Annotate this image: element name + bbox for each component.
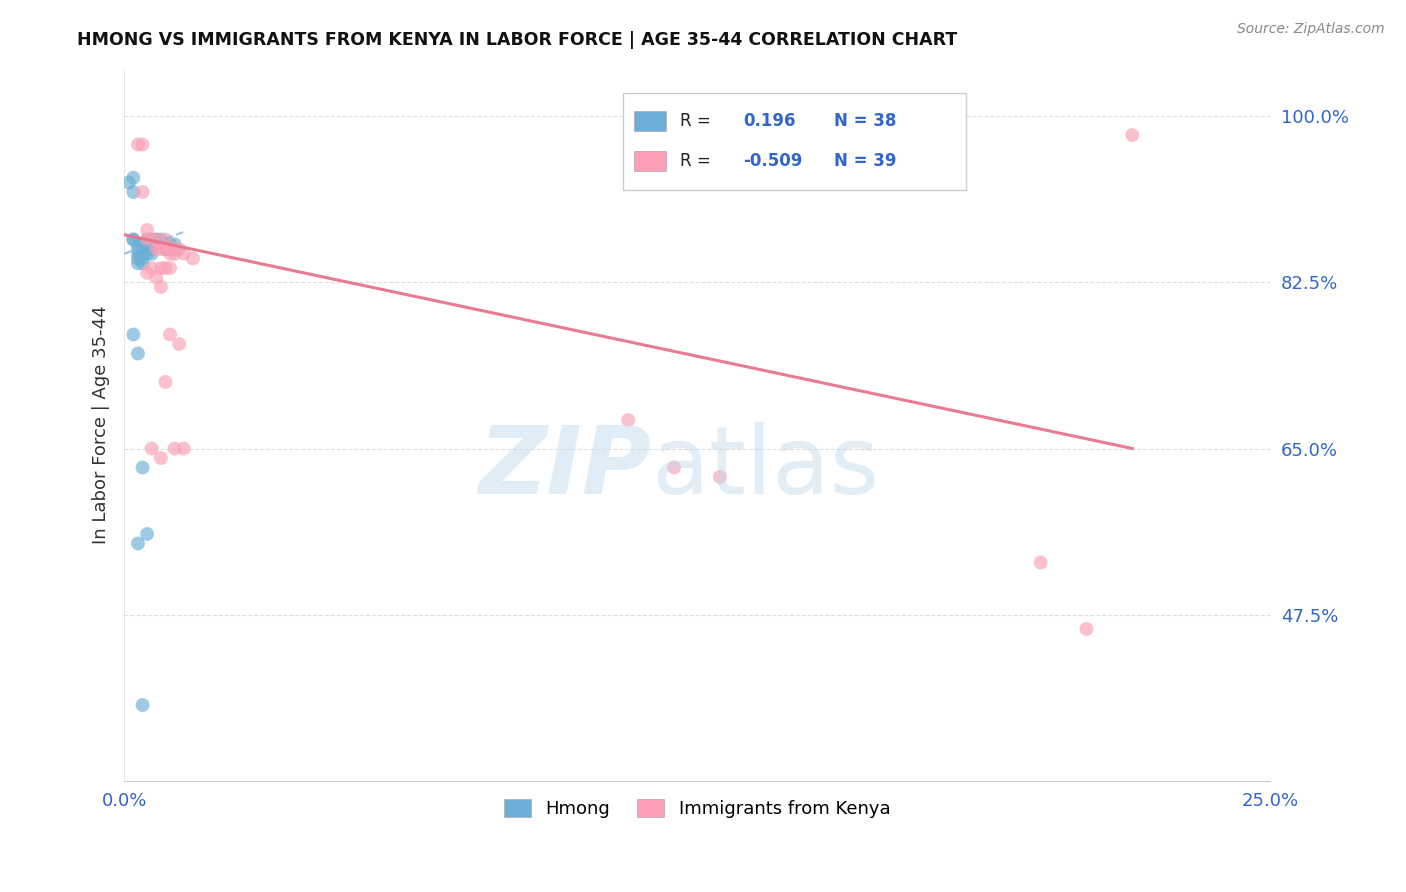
- Point: [127, 237, 149, 252]
- Point: [141, 233, 163, 247]
- Text: Source: ZipAtlas.com: Source: ZipAtlas.com: [1237, 22, 1385, 37]
- Point: [141, 233, 163, 247]
- Point: [131, 237, 153, 252]
- Point: [131, 242, 153, 256]
- Point: [149, 280, 172, 294]
- FancyBboxPatch shape: [623, 94, 966, 190]
- Point: [163, 246, 186, 260]
- Text: atlas: atlas: [651, 422, 879, 514]
- Point: [159, 246, 181, 260]
- Text: HMONG VS IMMIGRANTS FROM KENYA IN LABOR FORCE | AGE 35-44 CORRELATION CHART: HMONG VS IMMIGRANTS FROM KENYA IN LABOR …: [77, 31, 957, 49]
- Point: [131, 246, 153, 260]
- Point: [167, 337, 190, 351]
- Point: [131, 185, 153, 199]
- Point: [131, 137, 153, 152]
- Point: [181, 252, 204, 266]
- Point: [662, 460, 685, 475]
- Text: 0.196: 0.196: [742, 112, 796, 129]
- Text: N = 39: N = 39: [834, 153, 897, 170]
- Point: [163, 237, 186, 252]
- Point: [122, 170, 145, 185]
- Point: [149, 237, 172, 252]
- Point: [145, 270, 167, 285]
- Point: [141, 246, 163, 260]
- Point: [149, 450, 172, 465]
- Point: [173, 246, 195, 260]
- Point: [131, 252, 153, 266]
- Point: [136, 242, 159, 256]
- Point: [141, 260, 163, 275]
- Point: [149, 260, 172, 275]
- Point: [141, 442, 163, 456]
- Point: [159, 242, 181, 256]
- Point: [127, 256, 149, 270]
- Point: [122, 233, 145, 247]
- Bar: [634, 111, 666, 130]
- Point: [136, 233, 159, 247]
- Point: [131, 698, 153, 712]
- Point: [127, 346, 149, 360]
- Point: [136, 246, 159, 260]
- Point: [163, 242, 186, 256]
- Point: [127, 242, 149, 256]
- Point: [127, 536, 149, 550]
- Point: [155, 242, 177, 256]
- Point: [159, 242, 181, 256]
- Point: [167, 242, 190, 256]
- Point: [155, 233, 177, 247]
- Point: [145, 233, 167, 247]
- Point: [136, 223, 159, 237]
- Point: [118, 176, 141, 190]
- Point: [159, 237, 181, 252]
- Point: [122, 185, 145, 199]
- Point: [155, 260, 177, 275]
- Y-axis label: In Labor Force | Age 35-44: In Labor Force | Age 35-44: [93, 305, 110, 544]
- Text: -0.509: -0.509: [742, 153, 803, 170]
- Point: [127, 252, 149, 266]
- Point: [617, 413, 640, 427]
- Bar: [634, 151, 666, 171]
- Point: [122, 233, 145, 247]
- Point: [136, 527, 159, 541]
- Point: [149, 237, 172, 252]
- Point: [122, 327, 145, 342]
- Point: [1076, 622, 1098, 636]
- Point: [141, 242, 163, 256]
- Point: [127, 137, 149, 152]
- Point: [163, 442, 186, 456]
- Point: [145, 242, 167, 256]
- Point: [173, 442, 195, 456]
- Point: [155, 375, 177, 389]
- Point: [136, 266, 159, 280]
- Point: [141, 237, 163, 252]
- Point: [1029, 556, 1052, 570]
- Point: [159, 327, 181, 342]
- Point: [145, 233, 167, 247]
- Point: [127, 246, 149, 260]
- Point: [155, 237, 177, 252]
- Text: N = 38: N = 38: [834, 112, 897, 129]
- Point: [159, 260, 181, 275]
- Text: R =: R =: [679, 112, 716, 129]
- Point: [149, 233, 172, 247]
- Point: [136, 237, 159, 252]
- Point: [131, 460, 153, 475]
- Point: [155, 242, 177, 256]
- Legend: Hmong, Immigrants from Kenya: Hmong, Immigrants from Kenya: [496, 791, 897, 825]
- Point: [709, 470, 731, 484]
- Point: [1121, 128, 1143, 142]
- Point: [136, 233, 159, 247]
- Text: ZIP: ZIP: [478, 422, 651, 514]
- Text: R =: R =: [679, 153, 716, 170]
- Point: [145, 237, 167, 252]
- Point: [149, 242, 172, 256]
- Point: [131, 256, 153, 270]
